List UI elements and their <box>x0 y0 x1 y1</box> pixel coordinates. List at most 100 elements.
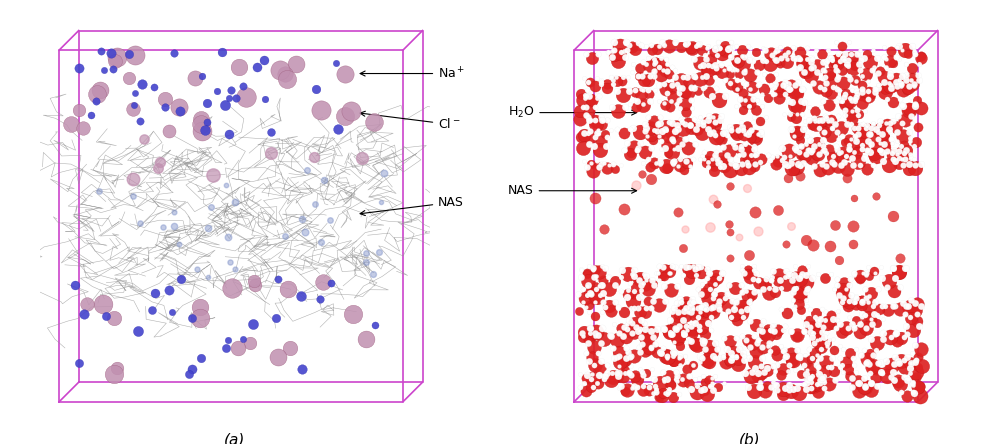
Point <box>635 58 651 65</box>
Point <box>591 283 607 290</box>
Point <box>576 157 592 164</box>
Point <box>869 383 885 390</box>
Point <box>809 62 825 69</box>
Point <box>848 369 864 376</box>
Point <box>748 347 764 354</box>
Point <box>616 146 632 153</box>
Point <box>711 133 727 140</box>
Point <box>755 285 771 293</box>
Point <box>622 279 638 286</box>
Point <box>686 116 702 123</box>
Point <box>821 146 837 153</box>
Point <box>805 63 821 71</box>
Point <box>798 371 814 378</box>
Point <box>680 120 696 127</box>
Point <box>685 326 701 333</box>
Point <box>722 43 738 50</box>
Point <box>613 162 629 169</box>
Point <box>655 369 671 376</box>
Point <box>912 383 928 390</box>
Point <box>657 67 673 74</box>
Point <box>861 89 877 96</box>
Point <box>646 67 662 75</box>
Point <box>875 316 891 323</box>
Point <box>907 100 923 107</box>
Point <box>669 99 685 107</box>
Point <box>657 101 673 108</box>
Point <box>688 126 704 133</box>
Point <box>791 64 807 71</box>
Point <box>858 271 874 278</box>
Point <box>804 121 820 128</box>
Point <box>781 361 797 369</box>
Point <box>846 124 862 131</box>
Point <box>863 125 879 132</box>
Point <box>766 83 782 90</box>
Point <box>634 368 650 375</box>
Point <box>768 160 784 167</box>
Point <box>589 91 605 99</box>
Point <box>749 68 765 75</box>
Point <box>893 389 909 396</box>
Point <box>803 54 819 61</box>
Point <box>665 394 681 401</box>
Point <box>790 90 806 97</box>
Point <box>808 310 824 317</box>
Point <box>679 358 695 365</box>
Point <box>693 263 709 270</box>
Point <box>742 297 758 304</box>
Point <box>573 274 589 281</box>
Point <box>874 302 890 309</box>
Point <box>850 112 866 119</box>
Point <box>702 223 718 230</box>
Point <box>857 128 873 135</box>
Point <box>894 46 910 53</box>
Point <box>231 63 247 71</box>
Point <box>695 373 711 380</box>
Point <box>762 156 778 163</box>
Point <box>656 375 672 382</box>
Point <box>865 47 881 54</box>
Point <box>628 283 644 290</box>
Point <box>666 305 682 312</box>
Point <box>750 287 766 294</box>
Point <box>729 85 745 92</box>
Point <box>787 366 803 373</box>
Point <box>726 311 742 318</box>
Point <box>900 84 916 91</box>
Point <box>617 146 633 153</box>
Point <box>841 141 857 148</box>
Point <box>88 98 104 105</box>
Point <box>899 146 915 153</box>
Point <box>847 76 863 83</box>
Point <box>862 148 878 155</box>
Point <box>761 285 777 292</box>
Point <box>830 135 846 142</box>
Point <box>818 149 834 156</box>
Point <box>852 66 868 73</box>
Point <box>588 272 604 279</box>
Point <box>810 388 826 396</box>
Point <box>617 356 633 363</box>
Point <box>626 353 642 360</box>
Point <box>683 83 699 91</box>
Point <box>616 48 632 55</box>
Point <box>867 298 883 305</box>
Point <box>837 295 853 302</box>
Point <box>863 316 879 323</box>
Point <box>597 373 613 380</box>
Point <box>695 85 711 92</box>
Point <box>879 147 895 155</box>
Point <box>593 79 609 86</box>
Point <box>893 142 909 149</box>
Point <box>146 84 162 91</box>
Point <box>701 123 717 130</box>
Point <box>688 271 704 278</box>
Point <box>892 151 908 158</box>
Point <box>581 336 597 343</box>
Point <box>727 143 743 151</box>
Point <box>858 359 874 366</box>
Point <box>851 388 867 395</box>
Point <box>810 321 826 328</box>
Point <box>628 324 644 331</box>
